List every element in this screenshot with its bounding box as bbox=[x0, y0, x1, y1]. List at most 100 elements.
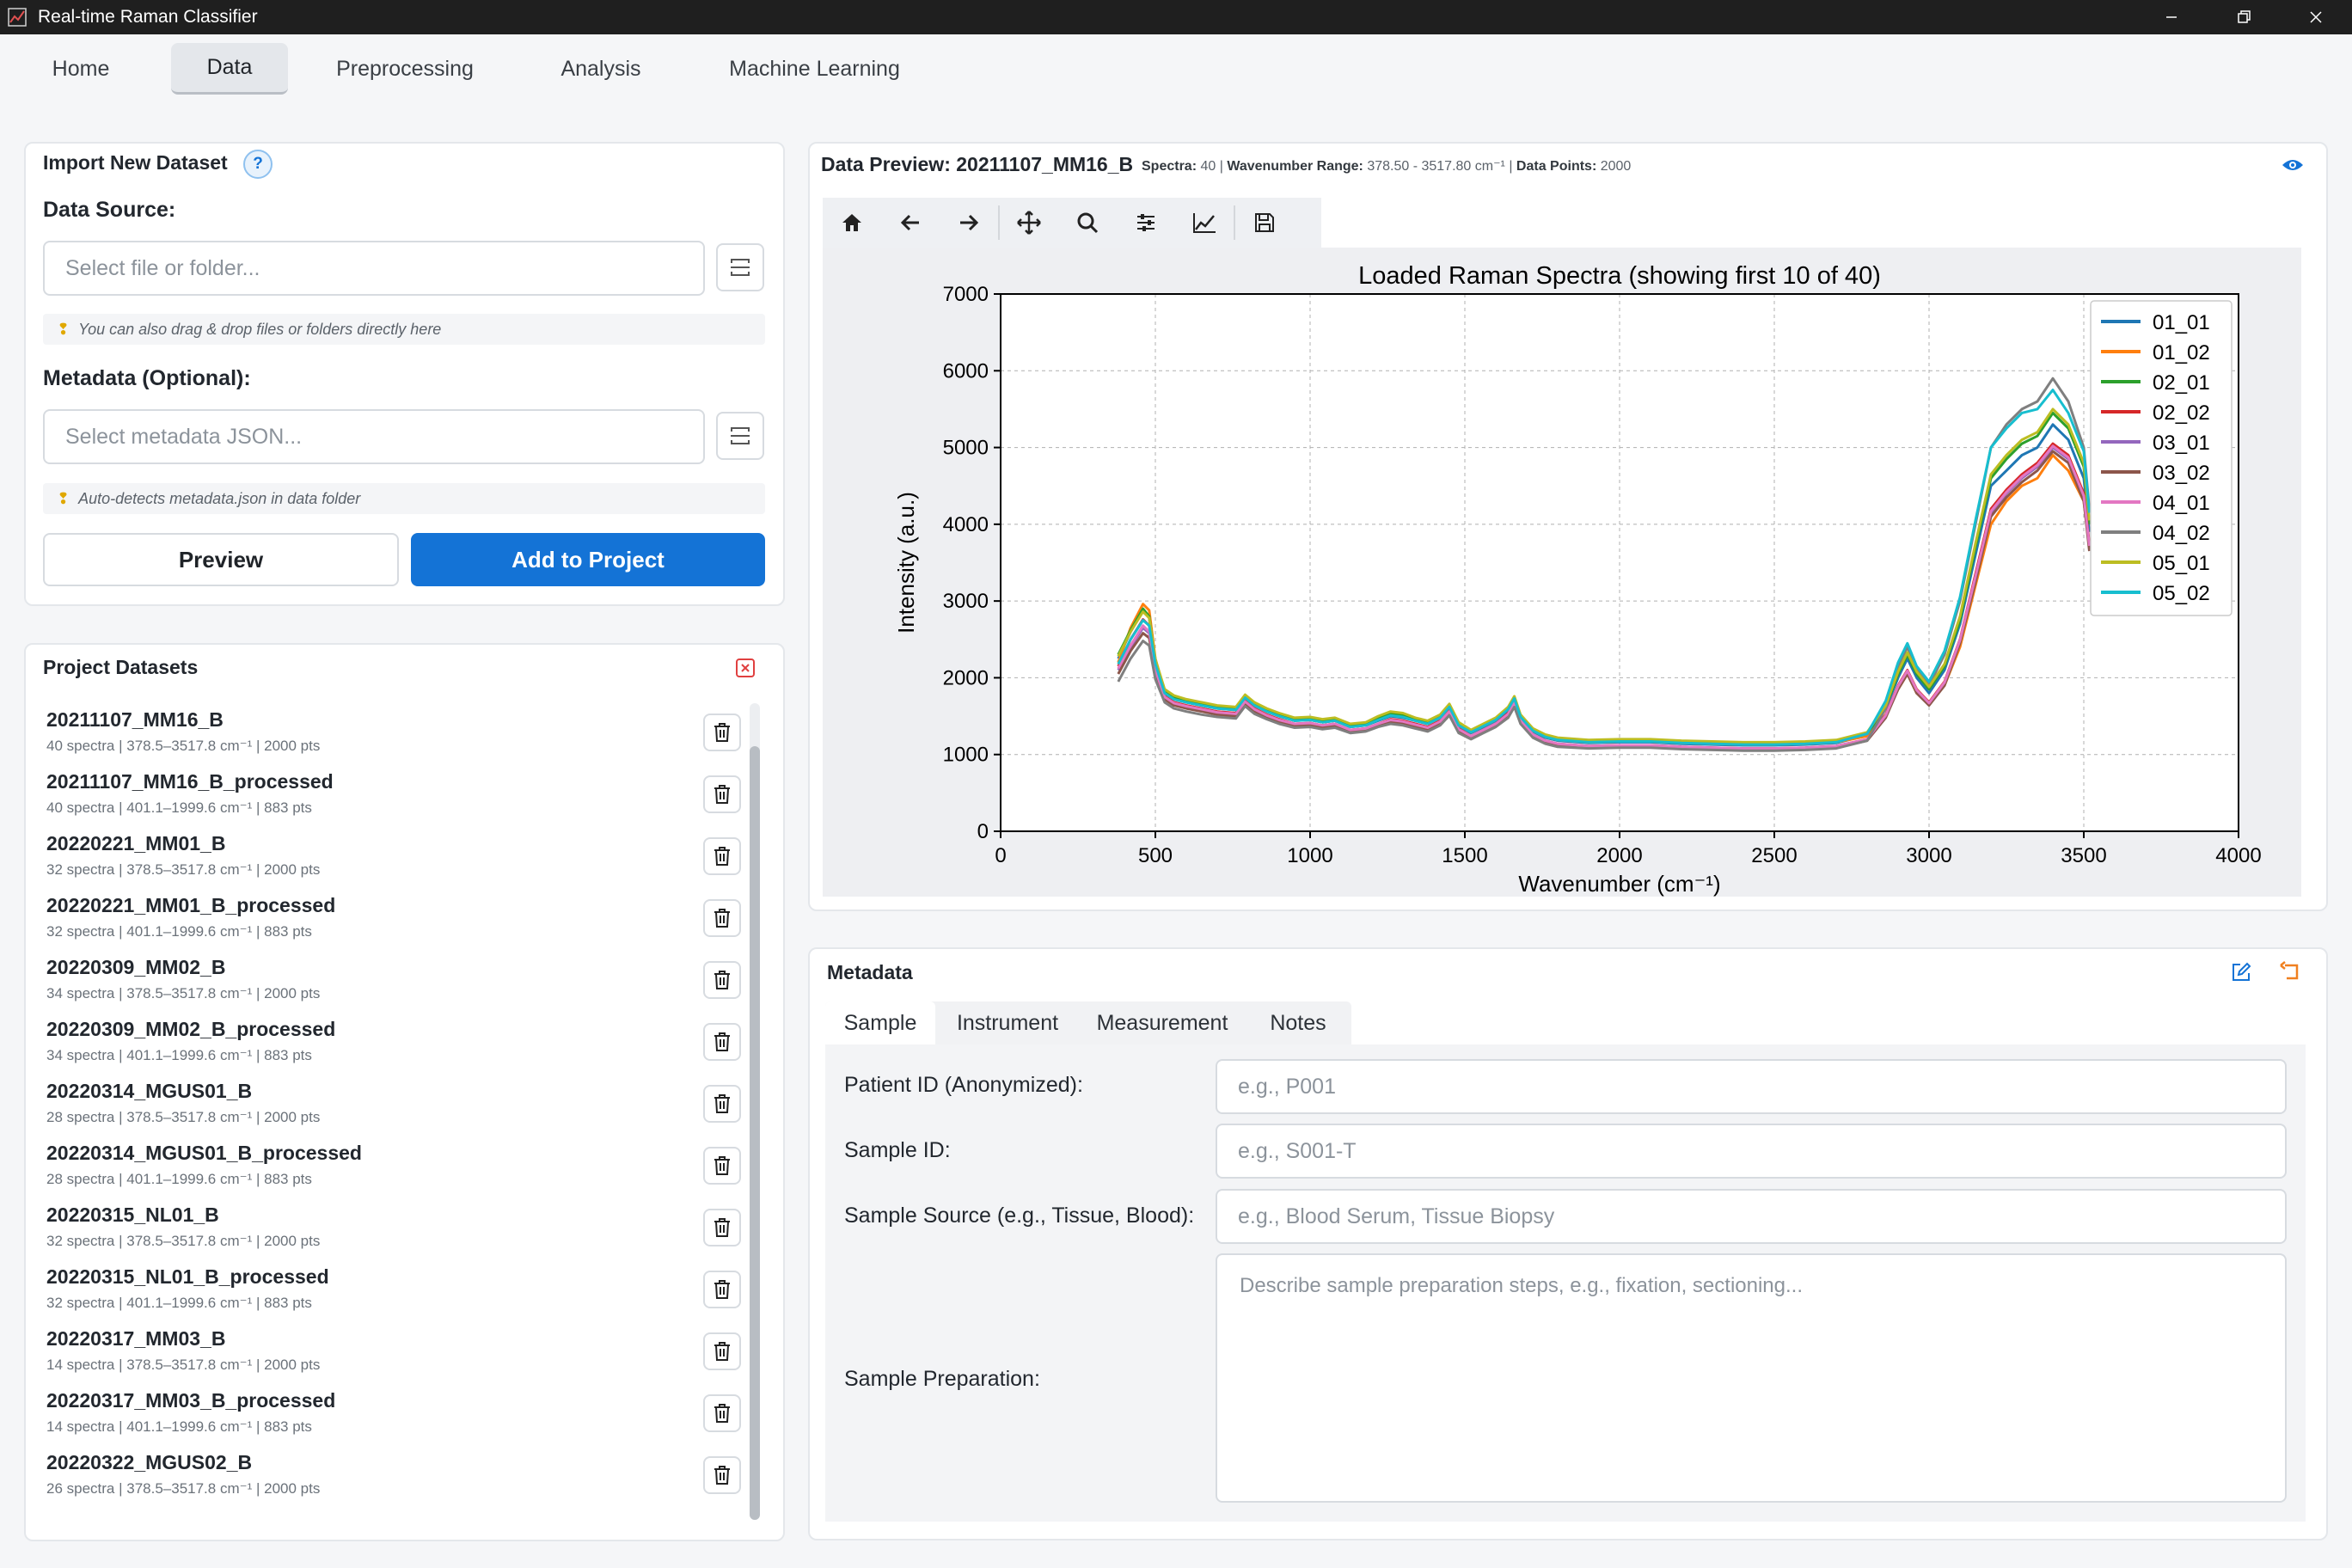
help-button[interactable]: ? bbox=[243, 150, 273, 179]
dataset-item[interactable]: 20220309_MM02_B_processed 34 spectra | 40… bbox=[43, 1013, 765, 1075]
legend-label: 03_02 bbox=[2153, 462, 2210, 485]
dataset-meta: 32 spectra | 378.5–3517.8 cm⁻¹ | 2000 pt… bbox=[46, 861, 321, 878]
forward-button[interactable] bbox=[940, 198, 998, 248]
dataset-meta: 28 spectra | 401.1–1999.6 cm⁻¹ | 883 pts bbox=[46, 1171, 312, 1187]
plot-toolbar bbox=[823, 198, 1321, 248]
x-tick-label: 3500 bbox=[2061, 844, 2106, 867]
dataset-name: 20220309_MM02_B bbox=[46, 956, 226, 978]
configure-button[interactable] bbox=[1117, 198, 1175, 248]
tab-analysis[interactable]: Analysis bbox=[560, 56, 641, 81]
chart-title: Loaded Raman Spectra (showing first 10 o… bbox=[1358, 262, 1881, 290]
scrollbar-thumb[interactable] bbox=[750, 746, 760, 1520]
add-to-project-button[interactable]: Add to Project bbox=[411, 533, 765, 586]
metadata-json-input[interactable]: Select metadata JSON... bbox=[43, 409, 705, 464]
delete-dataset-button[interactable] bbox=[703, 775, 741, 813]
trash-icon bbox=[714, 1156, 730, 1175]
tab-preprocessing[interactable]: Preprocessing bbox=[336, 56, 474, 81]
save-figure-button[interactable] bbox=[1235, 198, 1294, 248]
dataset-item[interactable]: 20220309_MM02_B 34 spectra | 378.5–3517.8… bbox=[43, 951, 765, 1013]
edit-metadata-button[interactable] bbox=[2230, 961, 2252, 988]
delete-dataset-button[interactable] bbox=[703, 1147, 741, 1185]
trash-icon bbox=[714, 785, 730, 804]
delete-dataset-button[interactable] bbox=[703, 837, 741, 875]
spectra-chart[interactable]: 0 500 1000 1500 2000 2500 3000 3500 4000 0 1000 200… bbox=[823, 248, 2301, 897]
dataset-item-partial[interactable] bbox=[43, 1508, 765, 1520]
preview-button[interactable]: Preview bbox=[43, 533, 399, 586]
delete-dataset-button[interactable] bbox=[703, 1209, 741, 1246]
plot-canvas-area: 0 500 1000 1500 2000 2500 3000 3500 4000 0 1000 200… bbox=[823, 248, 2301, 897]
delete-dataset-button[interactable] bbox=[703, 714, 741, 751]
meta-tab-notes[interactable]: Notes bbox=[1270, 1010, 1326, 1035]
legend-label: 04_02 bbox=[2153, 522, 2210, 545]
patient-id-label: Patient ID (Anonymized): bbox=[844, 1073, 1083, 1097]
delete-dataset-button[interactable] bbox=[703, 899, 741, 937]
dataset-item[interactable]: 20220221_MM01_B_processed 32 spectra | 40… bbox=[43, 889, 765, 951]
tab-data[interactable]: Data bbox=[171, 43, 288, 95]
reset-metadata-button[interactable] bbox=[2278, 961, 2300, 988]
toggle-preview-button[interactable] bbox=[2282, 156, 2304, 178]
x-tick-label: 1500 bbox=[1442, 844, 1487, 867]
dataset-item[interactable]: 20220314_MGUS01_B_processed 28 spectra | … bbox=[43, 1136, 765, 1198]
y-tick-label: 6000 bbox=[943, 359, 989, 383]
dataset-item[interactable]: 20220317_MM03_B 14 spectra | 378.5–3517.8… bbox=[43, 1322, 765, 1384]
close-button[interactable] bbox=[2280, 0, 2352, 34]
dataset-item[interactable]: 20220315_NL01_B 32 spectra | 378.5–3517.8… bbox=[43, 1198, 765, 1260]
sample-id-input[interactable]: e.g., S001-T bbox=[1216, 1124, 2287, 1179]
dataset-item[interactable]: 20220315_NL01_B_processed 32 spectra | 40… bbox=[43, 1260, 765, 1322]
datasets-scrollbar[interactable] bbox=[750, 703, 760, 1520]
dataset-name: 20220317_MM03_B bbox=[46, 1327, 226, 1350]
edit-axis-button[interactable] bbox=[1175, 198, 1234, 248]
pan-button[interactable] bbox=[1000, 198, 1058, 248]
delete-dataset-button[interactable] bbox=[703, 1456, 741, 1494]
data-source-input[interactable]: Select file or folder... bbox=[43, 241, 705, 296]
legend-label: 03_01 bbox=[2153, 432, 2210, 455]
dataset-item[interactable]: 20220314_MGUS01_B 28 spectra | 378.5–3517… bbox=[43, 1075, 765, 1136]
delete-dataset-button[interactable] bbox=[703, 1085, 741, 1123]
forward-icon bbox=[960, 214, 979, 231]
patient-id-input[interactable]: e.g., P001 bbox=[1216, 1059, 2287, 1114]
metadata-hint: ❢ Auto-detects metadata.json in data fold… bbox=[43, 483, 765, 514]
zoom-button[interactable] bbox=[1058, 198, 1117, 248]
sample-source-label: Sample Source (e.g., Tissue, Blood): bbox=[844, 1204, 1195, 1228]
points-value: 2000 bbox=[1600, 159, 1632, 174]
clear-datasets-button[interactable] bbox=[734, 657, 756, 679]
undo-icon bbox=[2280, 961, 2299, 980]
preview-info: Spectra: 40 | Wavenumber Range: 378.50 -… bbox=[1142, 159, 1632, 174]
tab-machine-learning[interactable]: Machine Learning bbox=[729, 56, 900, 81]
sample-preparation-textarea[interactable]: Describe sample preparation steps, e.g.,… bbox=[1216, 1253, 2287, 1503]
trash-icon bbox=[714, 723, 730, 742]
dataset-meta: 34 spectra | 378.5–3517.8 cm⁻¹ | 2000 pt… bbox=[46, 985, 321, 1001]
metadata-tabs: Sample Instrument Measurement Notes bbox=[825, 1001, 1351, 1044]
browse-metadata-button[interactable] bbox=[716, 412, 764, 460]
meta-tab-measurement[interactable]: Measurement bbox=[1096, 1010, 1228, 1035]
delete-dataset-button[interactable] bbox=[703, 1332, 741, 1370]
tab-home[interactable]: Home bbox=[52, 56, 110, 81]
dataset-item[interactable]: 20220221_MM01_B 32 spectra | 378.5–3517.8… bbox=[43, 827, 765, 889]
x-tick-label: 2500 bbox=[1751, 844, 1797, 867]
delete-dataset-button[interactable] bbox=[703, 1023, 741, 1061]
back-icon bbox=[900, 214, 919, 231]
back-button[interactable] bbox=[881, 198, 940, 248]
delete-dataset-button[interactable] bbox=[703, 1394, 741, 1432]
dataset-item[interactable]: 20211107_MM16_B_processed 40 spectra | 40… bbox=[43, 765, 765, 827]
sample-source-input[interactable]: e.g., Blood Serum, Tissue Biopsy bbox=[1216, 1189, 2287, 1244]
trash-icon bbox=[714, 1094, 730, 1113]
delete-dataset-button[interactable] bbox=[703, 1271, 741, 1308]
restore-button[interactable] bbox=[2208, 0, 2280, 34]
clear-all-icon bbox=[736, 658, 755, 677]
meta-tab-instrument[interactable]: Instrument bbox=[956, 1010, 1059, 1035]
metadata-optional-label: Metadata (Optional): bbox=[43, 366, 251, 390]
x-tick-label: 3000 bbox=[1906, 844, 1951, 867]
browse-data-button[interactable] bbox=[716, 243, 764, 291]
delete-dataset-button[interactable] bbox=[703, 961, 741, 999]
edit-icon bbox=[2233, 962, 2251, 981]
minimize-button[interactable] bbox=[2135, 0, 2208, 34]
dataset-name: 20220314_MGUS01_B bbox=[46, 1080, 253, 1102]
dataset-item[interactable]: 20220322_MGUS02_B 26 spectra | 378.5–3517… bbox=[43, 1446, 765, 1508]
meta-tab-sample[interactable]: Sample bbox=[825, 1001, 935, 1044]
home-button[interactable] bbox=[823, 198, 881, 248]
dataset-item[interactable]: 20220317_MM03_B_processed 14 spectra | 40… bbox=[43, 1384, 765, 1446]
app-chart-icon bbox=[8, 8, 27, 27]
dataset-item[interactable]: 20211107_MM16_B 40 spectra | 378.5–3517.8… bbox=[43, 703, 765, 765]
y-tick-label: 5000 bbox=[943, 437, 989, 460]
